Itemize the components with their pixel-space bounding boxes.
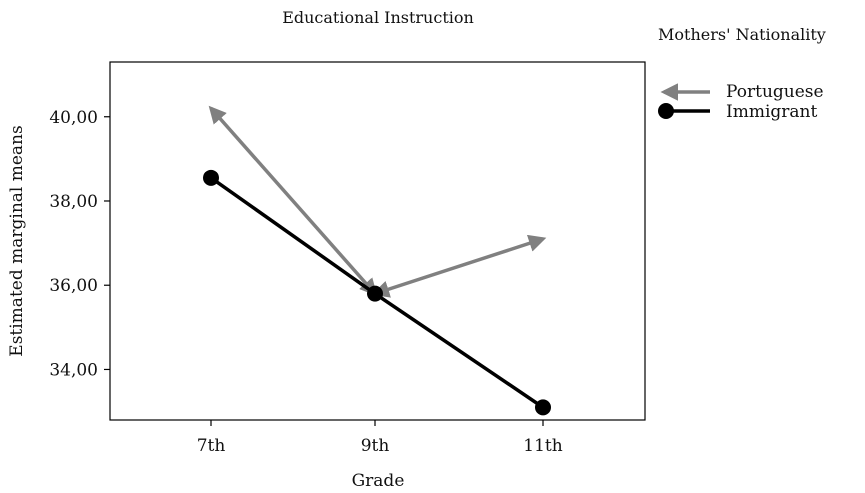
y-tick-label: 34,00 bbox=[49, 360, 98, 380]
legend-title: Mothers' Nationality bbox=[658, 25, 826, 44]
y-axis: 34,00 36,00 38,00 40,00 bbox=[49, 108, 110, 380]
y-axis-label: Estimated marginal means bbox=[7, 125, 27, 356]
legend-label-immigrant: Immigrant bbox=[726, 102, 817, 122]
x-tick-label: 11th bbox=[523, 436, 562, 456]
x-tick-label: 9th bbox=[361, 436, 390, 456]
immigrant-point bbox=[535, 399, 551, 416]
chart-title: Educational Instruction bbox=[282, 8, 474, 27]
y-tick-label: 40,00 bbox=[49, 108, 98, 128]
immigrant-point bbox=[203, 169, 219, 186]
legend-swatch-marker bbox=[658, 103, 674, 119]
portuguese-segment-7th-9th bbox=[208, 105, 378, 297]
series-portuguese bbox=[208, 105, 547, 298]
y-tick-label: 36,00 bbox=[49, 276, 98, 296]
legend-item-portuguese: Portuguese bbox=[660, 82, 824, 102]
x-tick-label: 7th bbox=[197, 436, 226, 456]
series-layer bbox=[203, 105, 551, 416]
x-axis: 7th 9th 11th bbox=[197, 420, 563, 456]
x-axis-label: Grade bbox=[352, 471, 405, 491]
y-tick-label: 38,00 bbox=[49, 192, 98, 212]
legend-item-immigrant: Immigrant bbox=[658, 102, 817, 122]
portuguese-segment-9th-11th bbox=[371, 234, 547, 298]
plot-area-frame bbox=[109, 61, 646, 421]
legend-label-portuguese: Portuguese bbox=[726, 82, 824, 102]
immigrant-point bbox=[367, 285, 383, 302]
series-immigrant bbox=[203, 169, 551, 416]
